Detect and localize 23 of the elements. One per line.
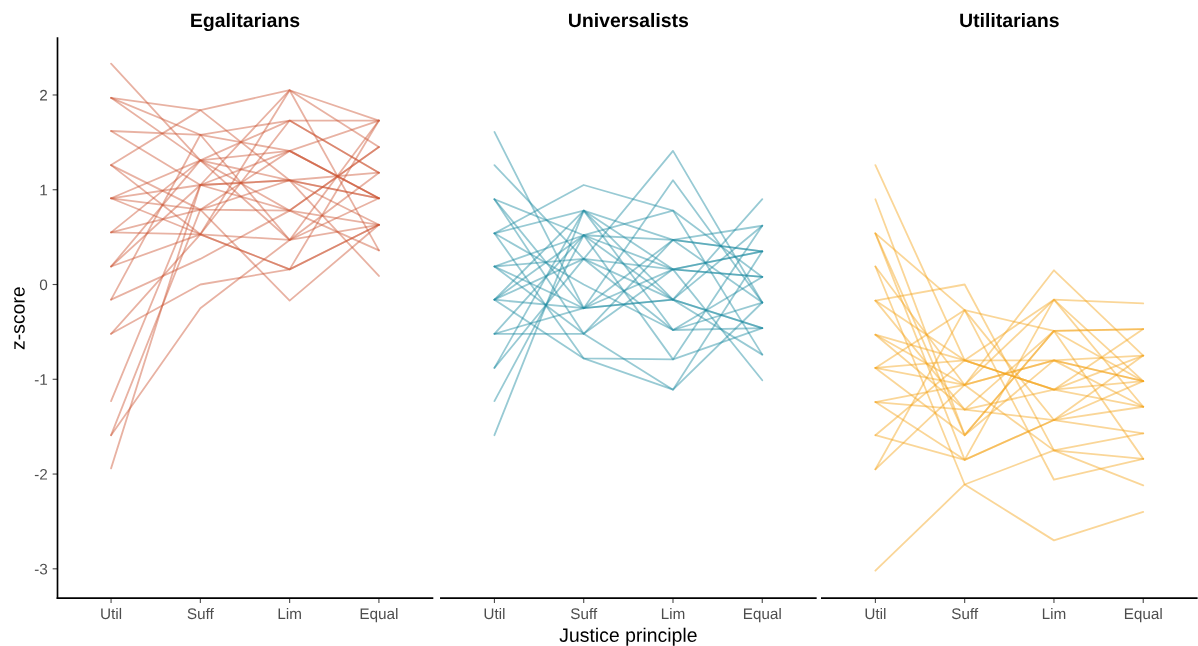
x-axis-title: Justice principle — [559, 627, 697, 646]
x-tick-label: Suff — [951, 607, 979, 620]
x-tick-label: Equal — [360, 607, 398, 623]
y-tick-label: -3 — [34, 563, 48, 575]
y-tick-label: 2 — [40, 89, 48, 101]
y-axis-title: z-score — [14, 287, 25, 350]
x-tick-label: Equal — [1124, 607, 1162, 623]
chart-title: Universalists — [569, 12, 689, 28]
y-tick-label: -2 — [34, 468, 48, 480]
x-tick-label: Lim — [661, 607, 685, 619]
y-tick-label: 1 — [40, 184, 48, 196]
x-tick-label: Util — [101, 607, 122, 620]
x-tick-label: Lim — [1042, 607, 1066, 619]
x-tick-label: Suff — [187, 607, 214, 620]
chart-title: Utilitarians — [960, 12, 1059, 28]
y-tick-label: -1 — [34, 374, 48, 385]
x-tick-label: Util — [865, 607, 886, 620]
x-tick-label: Util — [484, 607, 505, 620]
x-tick-label: Lim — [278, 607, 301, 619]
x-tick-label: Equal — [743, 607, 781, 623]
chart-title: Egalitarians — [191, 12, 300, 32]
x-tick-label: Suff — [570, 607, 598, 620]
y-tick-label: 0 — [39, 279, 48, 291]
